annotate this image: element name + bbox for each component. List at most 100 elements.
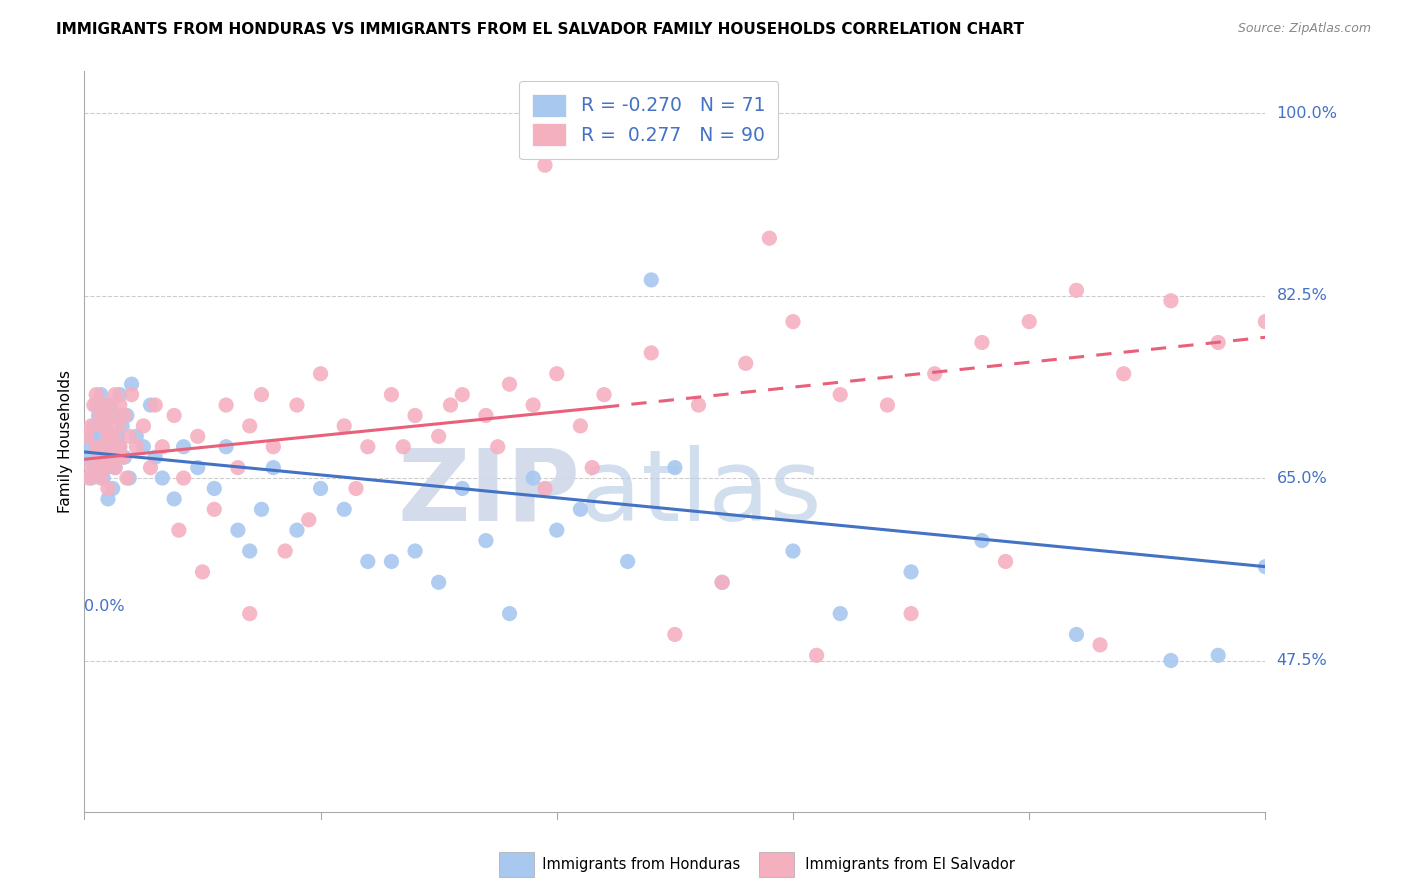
Point [77, 440, 100, 454]
Text: 82.5%: 82.5% [1277, 288, 1327, 303]
Point [187, 460, 209, 475]
Point [91, 460, 114, 475]
Point [806, 648, 828, 663]
Point [107, 418, 129, 433]
Point [1206, 335, 1229, 350]
Point [498, 377, 520, 392]
Point [451, 387, 474, 401]
Point [94, 418, 117, 433]
Point [392, 440, 415, 454]
Point [114, 450, 136, 465]
Text: IMMIGRANTS FROM HONDURAS VS IMMIGRANTS FROM EL SALVADOR FAMILY HOUSEHOLDS CORREL: IMMIGRANTS FROM HONDURAS VS IMMIGRANTS F… [56, 22, 1024, 37]
Point [782, 315, 804, 329]
Point [215, 440, 238, 454]
Point [333, 418, 356, 433]
Point [91, 418, 114, 433]
Point [125, 440, 148, 454]
Point [1206, 648, 1229, 663]
Point [758, 231, 780, 245]
Point [104, 460, 127, 475]
Legend: R = -0.270   N = 71, R =  0.277   N = 90: R = -0.270 N = 71, R = 0.277 N = 90 [519, 81, 779, 160]
Point [215, 398, 238, 412]
Point [94, 460, 117, 475]
Text: 0.0%: 0.0% [84, 599, 125, 614]
Point [125, 429, 148, 443]
Point [98, 450, 121, 465]
Point [900, 607, 922, 621]
Point [581, 460, 603, 475]
Point [76, 450, 98, 465]
Point [534, 158, 557, 172]
Point [108, 387, 131, 401]
Point [87, 450, 110, 465]
Point [285, 398, 308, 412]
Point [486, 440, 509, 454]
Point [167, 523, 190, 537]
Point [84, 440, 107, 454]
Text: Immigrants from Honduras: Immigrants from Honduras [533, 857, 740, 871]
Point [104, 409, 127, 423]
Point [87, 409, 110, 423]
Point [830, 387, 852, 401]
Point [90, 429, 112, 443]
Point [1160, 653, 1182, 667]
Point [91, 471, 114, 485]
Point [333, 502, 356, 516]
Point [475, 409, 498, 423]
Point [94, 398, 117, 412]
Point [262, 460, 284, 475]
Point [970, 533, 993, 548]
Point [664, 460, 686, 475]
Point [111, 418, 134, 433]
Point [1018, 315, 1040, 329]
Point [250, 387, 273, 401]
Point [111, 450, 134, 465]
Point [115, 409, 138, 423]
Text: 65.0%: 65.0% [1277, 471, 1327, 485]
Point [427, 429, 450, 443]
Point [711, 575, 734, 590]
Point [262, 440, 284, 454]
Point [80, 471, 103, 485]
Point [150, 440, 173, 454]
Point [1088, 638, 1111, 652]
Point [298, 513, 321, 527]
Point [83, 398, 105, 412]
Point [94, 440, 117, 454]
Point [427, 575, 450, 590]
Point [173, 440, 195, 454]
Point [114, 409, 136, 423]
Text: Immigrants from El Salvador: Immigrants from El Salvador [796, 857, 1015, 871]
Point [664, 627, 686, 641]
Point [640, 273, 662, 287]
Point [202, 482, 225, 496]
Point [522, 398, 544, 412]
Point [451, 482, 474, 496]
Point [90, 409, 112, 423]
Point [274, 544, 297, 558]
Point [101, 440, 124, 454]
Point [80, 429, 103, 443]
Point [876, 398, 898, 412]
Point [91, 440, 114, 454]
Y-axis label: Family Households: Family Households [58, 370, 73, 513]
Point [107, 429, 129, 443]
Point [239, 418, 262, 433]
Point [97, 429, 120, 443]
Point [1066, 283, 1088, 297]
Point [1160, 293, 1182, 308]
Point [150, 471, 173, 485]
Text: 47.5%: 47.5% [1277, 653, 1327, 668]
Point [143, 450, 166, 465]
Point [87, 450, 110, 465]
Point [782, 544, 804, 558]
Point [163, 409, 186, 423]
Point [380, 554, 402, 568]
Point [344, 482, 367, 496]
Text: ZIP: ZIP [398, 445, 581, 541]
Point [108, 440, 131, 454]
Point [202, 502, 225, 516]
Point [163, 491, 186, 506]
Point [83, 460, 105, 475]
Point [84, 398, 107, 412]
